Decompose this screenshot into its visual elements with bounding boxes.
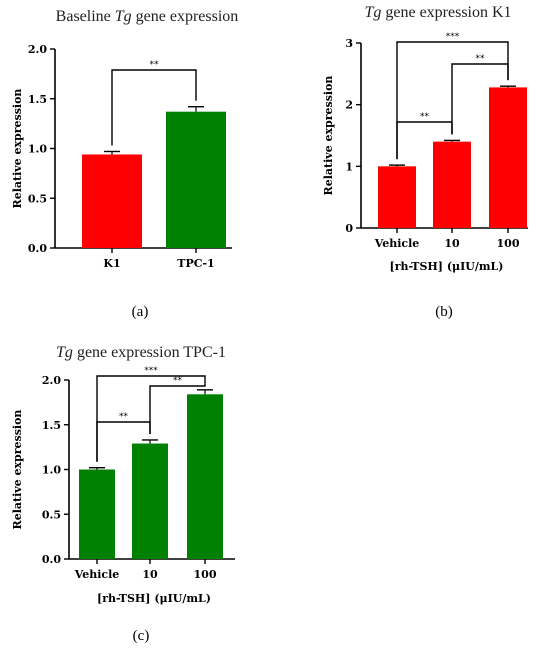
y-tick-label: 0.5: [28, 192, 47, 205]
x-tick-label: TPC-1: [177, 257, 214, 270]
y-tick-label: 3: [345, 37, 353, 50]
chart-title: Tg gene expression TPC-1: [56, 344, 226, 361]
x-tick-label: K1: [103, 257, 120, 270]
y-tick-label: 0.0: [42, 553, 61, 566]
y-tick-label: 2.0: [42, 374, 61, 387]
bar: [187, 394, 223, 559]
chart-panel-1: Baseline Tg gene expression 0.0 0.5 1.0 1.5 2…: [11, 8, 238, 320]
x-axis-label: [rh-TSH] (μIU/mL): [390, 260, 504, 273]
x-tick-label: 10: [142, 568, 158, 581]
chart-panel-2: Tg gene expression K1 0 1 2 3 Relative expres…: [322, 4, 528, 320]
significance-bracket: [96, 375, 206, 462]
significance-label: **: [420, 112, 430, 122]
y-axis-label: Relative expression: [322, 76, 335, 196]
chart-panel-3: Tg gene expression TPC-1 0.0 0.5 1.0 1.5 2.0 R…: [11, 344, 235, 644]
panel-label: (b): [435, 304, 453, 320]
significance-label: **: [476, 54, 486, 64]
significance-bracket: [149, 383, 206, 434]
y-tick-label: 2: [345, 99, 353, 112]
y-tick-label: 0.0: [28, 242, 47, 255]
bar: [433, 141, 471, 228]
bar: [166, 111, 226, 248]
x-axis-label: [rh-TSH] (μIU/mL): [97, 592, 211, 605]
significance-label: **: [119, 412, 129, 422]
x-tick-label: Vehicle: [74, 568, 120, 581]
y-axis-label: Relative expression: [11, 89, 24, 209]
chart-title: Tg gene expression K1: [364, 4, 511, 21]
y-tick-label: 1: [345, 160, 353, 173]
bar: [378, 166, 416, 228]
y-tick-label: 1.5: [28, 93, 47, 106]
y-tick-label: 2.0: [28, 43, 47, 56]
x-tick-label: 100: [497, 237, 520, 250]
y-tick-label: 1.0: [28, 143, 47, 156]
y-tick-label: 1.5: [42, 419, 61, 432]
y-tick-label: 0.5: [42, 508, 61, 521]
significance-label: ***: [446, 32, 460, 42]
x-tick-label: 10: [444, 237, 460, 250]
panel-label: (a): [132, 304, 149, 320]
y-tick-label: 1.0: [42, 464, 61, 477]
x-tick-label: Vehicle: [374, 237, 420, 250]
bar: [82, 154, 142, 248]
bar: [132, 443, 168, 559]
significance-bracket: [111, 69, 197, 146]
panel-label: (c): [133, 628, 150, 644]
chart-title: Baseline Tg gene expression: [56, 8, 239, 25]
y-tick-label: 0: [345, 222, 353, 235]
significance-label: **: [150, 60, 160, 70]
x-tick-label: 100: [194, 568, 217, 581]
significance-bracket: [396, 41, 509, 160]
significance-label: **: [173, 376, 183, 386]
significance-label: ***: [144, 366, 158, 376]
y-axis-label: Relative expression: [11, 410, 24, 530]
bar: [489, 87, 527, 229]
bar: [79, 469, 115, 559]
